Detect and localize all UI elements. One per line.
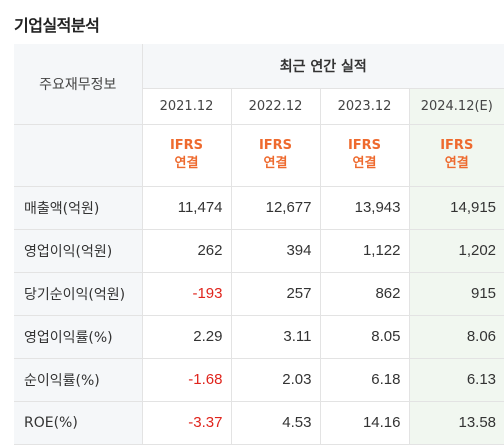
accounting-standard: IFRS 연결 — [320, 124, 410, 187]
value-cell-estimate: 14,915 — [409, 186, 504, 230]
table-row: 영업이익(억원) 262 394 1,122 1,202 — [14, 229, 504, 273]
value-cell: 4.53 — [231, 401, 321, 445]
row-label: 매출액(억원) — [14, 186, 143, 230]
value-cell: 394 — [231, 229, 321, 273]
table-row: ROE(%) -3.37 4.53 14.16 13.58 — [14, 401, 504, 445]
value-cell: -193 — [142, 272, 232, 316]
row-label: 당기순이익(억원) — [14, 272, 143, 316]
row-label: 영업이익(억원) — [14, 229, 143, 273]
value-cell: 8.05 — [320, 315, 410, 359]
value-cell-estimate: 6.13 — [409, 358, 504, 402]
financial-summary-table: 주요재무정보 최근 연간 실적 2021.12 2022.12 2023.12 … — [14, 44, 504, 445]
accounting-standard: IFRS 연결 — [142, 124, 232, 187]
period-header: 2023.12 — [320, 88, 410, 125]
value-cell: 862 — [320, 272, 410, 316]
standard-line1: IFRS — [440, 138, 474, 153]
standard-line2: 연결 — [174, 156, 199, 171]
table-row: 당기순이익(억원) -193 257 862 915 — [14, 272, 504, 316]
value-cell-estimate: 8.06 — [409, 315, 504, 359]
value-cell: -3.37 — [142, 401, 232, 445]
value-cell-estimate: 13.58 — [409, 401, 504, 445]
group-header: 최근 연간 실적 — [142, 44, 504, 89]
row-header-label: 주요재무정보 — [14, 44, 143, 125]
row-header-spacer — [14, 124, 143, 187]
table-row: 영업이익률(%) 2.29 3.11 8.05 8.06 — [14, 315, 504, 359]
row-label: ROE(%) — [14, 401, 143, 445]
value-cell: 257 — [231, 272, 321, 316]
standard-line1: IFRS — [347, 138, 382, 153]
value-cell: 3.11 — [231, 315, 321, 359]
value-cell: 6.18 — [320, 358, 410, 402]
period-header: 2021.12 — [142, 88, 232, 125]
accounting-standard: IFRS 연결 — [409, 124, 504, 187]
period-header: 2022.12 — [231, 88, 321, 125]
value-cell: 11,474 — [142, 186, 232, 230]
standard-line1: IFRS — [258, 138, 293, 153]
value-cell: 262 — [142, 229, 232, 273]
standard-line2: 연결 — [352, 156, 377, 171]
period-header-estimate: 2024.12(E) — [409, 88, 504, 125]
standard-line2: 연결 — [263, 156, 288, 171]
standard-line2: 연결 — [444, 156, 469, 171]
row-label: 순이익률(%) — [14, 358, 143, 402]
value-cell-estimate: 1,202 — [409, 229, 504, 273]
standard-line1: IFRS — [169, 138, 204, 153]
section-title: 기업실적분석 — [14, 16, 100, 35]
table-row: 순이익률(%) -1.68 2.03 6.18 6.13 — [14, 358, 504, 402]
value-cell: 13,943 — [320, 186, 410, 230]
value-cell: 2.03 — [231, 358, 321, 402]
accounting-standard: IFRS 연결 — [231, 124, 321, 187]
value-cell: 12,677 — [231, 186, 321, 230]
value-cell: -1.68 — [142, 358, 232, 402]
value-cell: 2.29 — [142, 315, 232, 359]
row-label: 영업이익률(%) — [14, 315, 143, 359]
value-cell: 14.16 — [320, 401, 410, 445]
table-row: 매출액(억원) 11,474 12,677 13,943 14,915 — [14, 186, 504, 230]
value-cell-estimate: 915 — [409, 272, 504, 316]
value-cell: 1,122 — [320, 229, 410, 273]
